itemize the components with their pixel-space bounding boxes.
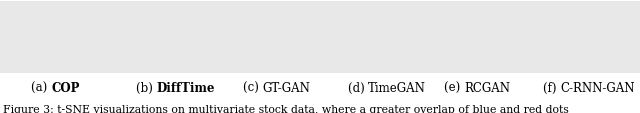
- Text: GT-GAN: GT-GAN: [262, 81, 310, 94]
- Text: C-RNN-GAN: C-RNN-GAN: [560, 81, 634, 94]
- Text: (b): (b): [136, 81, 157, 94]
- Text: RCGAN: RCGAN: [464, 81, 510, 94]
- Bar: [0, 2, 640, 73]
- Text: (e): (e): [444, 81, 464, 94]
- Text: Figure 3: t-SNE visualizations on multivariate stock data, where a greater overl: Figure 3: t-SNE visualizations on multiv…: [3, 104, 569, 113]
- Text: (c): (c): [243, 81, 262, 94]
- Text: (a): (a): [31, 81, 51, 94]
- Text: (d): (d): [348, 81, 368, 94]
- Text: COP: COP: [51, 81, 79, 94]
- Text: TimeGAN: TimeGAN: [368, 81, 426, 94]
- Text: DiffTime: DiffTime: [157, 81, 215, 94]
- Text: (f): (f): [543, 81, 560, 94]
